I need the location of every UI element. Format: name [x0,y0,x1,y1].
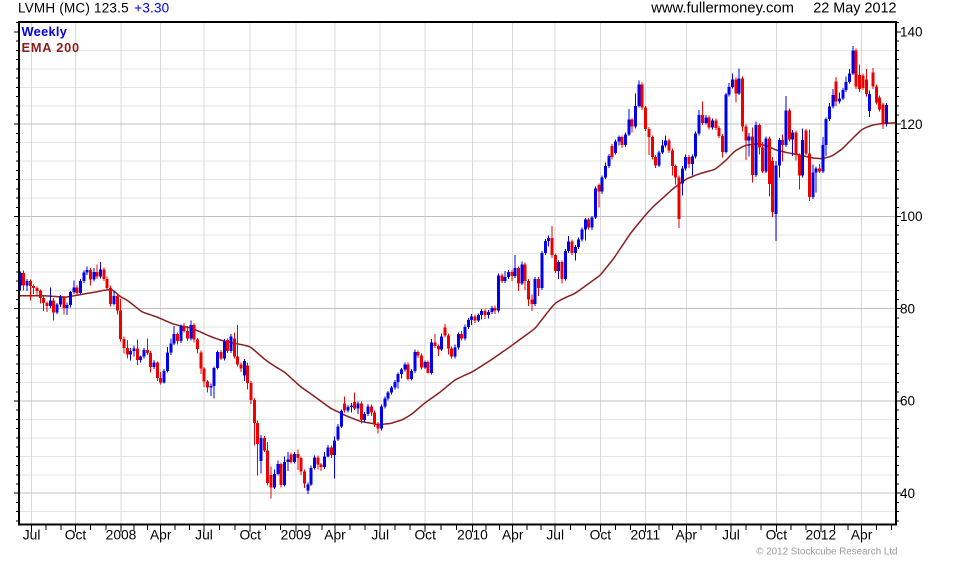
svg-text:2008: 2008 [106,527,137,542]
svg-text:Jul: Jul [23,527,41,542]
svg-text:2012: 2012 [805,527,836,542]
svg-text:Apr: Apr [324,527,346,542]
svg-text:80: 80 [900,301,915,316]
svg-text:22 May 2012: 22 May 2012 [813,1,896,17]
svg-text:LVMH (MC) 123.5 +3.30: LVMH (MC) 123.5 +3.30 [18,1,169,16]
svg-text:© 2012 Stockcube Research Ltd: © 2012 Stockcube Research Ltd [756,547,897,558]
svg-text:EMA 200: EMA 200 [22,40,80,55]
svg-text:Oct: Oct [766,527,788,542]
svg-text:Jul: Jul [722,527,740,542]
svg-text:Apr: Apr [502,527,524,542]
svg-text:Oct: Oct [414,527,436,542]
svg-text:Apr: Apr [851,527,873,542]
svg-text:Jul: Jul [371,527,389,542]
svg-text:Jul: Jul [546,527,564,542]
svg-text:Oct: Oct [590,527,612,542]
svg-text:2009: 2009 [281,527,312,542]
svg-text:Oct: Oct [239,527,261,542]
svg-text:120: 120 [900,117,923,132]
svg-text:Apr: Apr [676,527,698,542]
svg-text:40: 40 [900,486,915,501]
svg-text:140: 140 [900,25,923,40]
svg-text:Oct: Oct [65,527,87,542]
svg-text:2010: 2010 [457,527,488,542]
svg-text:Jul: Jul [195,527,213,542]
svg-text:2011: 2011 [630,527,660,542]
svg-text:100: 100 [900,209,923,224]
svg-text:Weekly: Weekly [22,24,68,39]
svg-text:Apr: Apr [150,527,172,542]
svg-text:60: 60 [900,394,915,409]
svg-text:www.fullermoney.com: www.fullermoney.com [650,1,794,17]
